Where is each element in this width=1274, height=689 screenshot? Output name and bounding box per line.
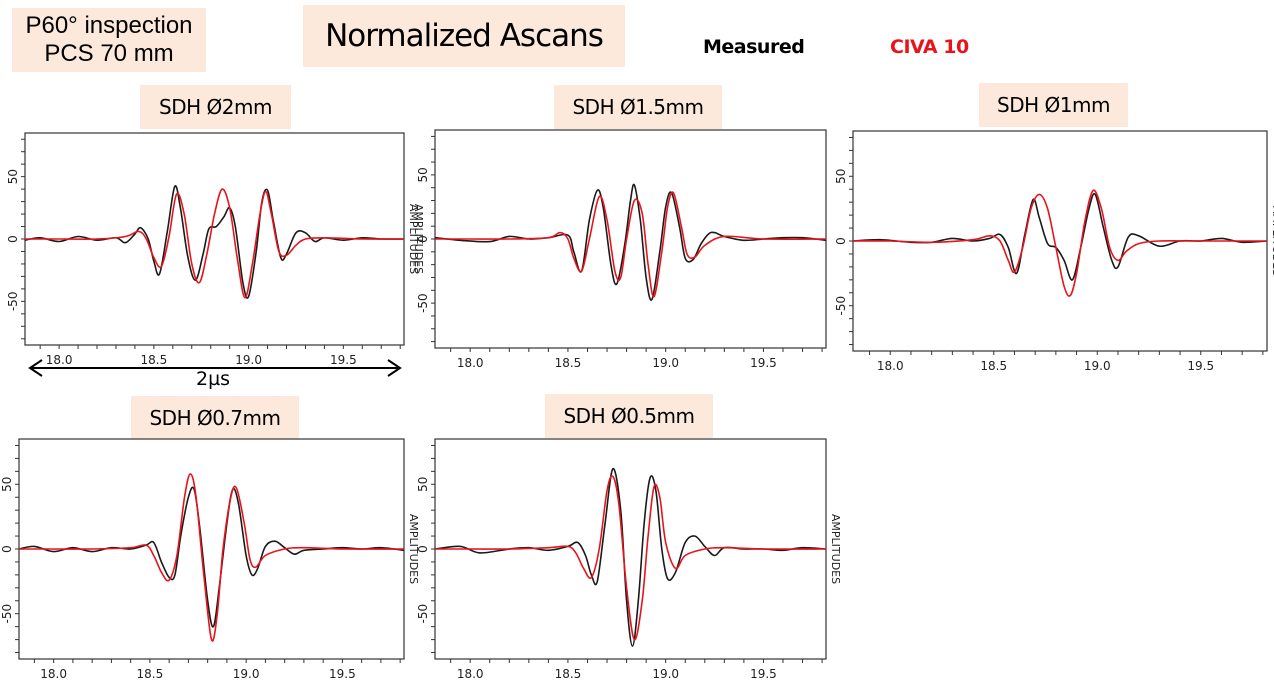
x-tick-label: 18.5 [555,356,582,370]
y-tick-label: 0 [834,237,848,245]
y-tick-label: 0 [416,235,430,243]
civa-series-line [25,188,404,299]
x-tick-label: 18.5 [980,359,1007,373]
inspection-line-2: PCS 70 mm [44,40,174,67]
x-tick-label: 18.0 [457,356,484,370]
x-tick-label: 19.0 [652,667,679,681]
inspection-info-box: P60° inspection PCS 70 mm [12,8,206,72]
x-tick-label: 19.0 [233,667,260,681]
y-axis-label: AMPLITUDES [829,514,842,584]
measured-series-line [25,185,404,299]
x-tick-label: 19.0 [235,353,262,367]
y-tick-label: 0 [6,235,20,243]
chart-title: SDH Ø0.7mm [131,396,299,440]
duration-arrow [28,359,402,377]
measured-series-line [853,192,1267,281]
measured-series-line [435,183,826,301]
ascan-chart: -50 0 50 18.0 18.5 19.0 19.5 AMPLITUDES [6,132,420,367]
measured-series-line [435,467,826,647]
civa-series-line [853,189,1267,297]
x-tick-label: 19.5 [1187,359,1214,373]
y-tick-label: 0 [416,545,430,553]
ascan-chart: -50 0 50 18.0 18.5 19.0 19.5 AMPLITUDES [412,129,827,370]
x-tick-label: 19.0 [1084,359,1111,373]
y-tick-label: 0 [0,545,14,553]
chart-title: SDH Ø0.5mm [545,394,713,438]
x-tick-label: 18.5 [137,667,164,681]
duration-label: 2µs [196,368,231,390]
x-tick-label: 19.5 [750,356,777,370]
chart-title: SDH Ø1.5mm [554,85,722,129]
x-tick-label: 19.5 [330,353,357,367]
page-title: Normalized Ascans [303,5,625,67]
ascan-chart: -50 0 50 18.0 18.5 19.0 19.5 AMPLITUDES [834,130,1274,373]
chart-title: SDH Ø2mm [140,85,291,129]
y-tick-label: -50 [0,604,14,624]
x-tick-label: 18.0 [877,359,904,373]
x-tick-label: 19.5 [750,667,777,681]
y-axis-label: AMPLITUDES [407,204,420,274]
y-tick-label: -50 [416,293,430,313]
y-tick-label: 50 [416,477,430,492]
chart-title: SDH Ø1mm [979,83,1128,127]
x-tick-label: 19.0 [652,356,679,370]
y-tick-label: -50 [6,292,20,312]
x-tick-label: 19.5 [329,667,356,681]
inspection-line-1: P60° inspection [25,12,193,39]
x-tick-label: 18.0 [40,667,67,681]
civa-series-line [435,191,826,298]
ascan-chart: -50 0 50 18.0 18.5 19.0 19.5 AMPLITUDES [0,438,420,681]
x-tick-label: 18.5 [555,667,582,681]
measured-series-line [19,486,404,628]
x-tick-label: 18.0 [457,667,484,681]
x-tick-label: 18.5 [141,353,168,367]
y-axis-label: AMPLITUDES [1270,206,1274,276]
y-tick-label: -50 [416,604,430,624]
civa-series-line [19,473,404,642]
civa-series-line [435,475,826,641]
y-axis-label: AMPLITUDES [407,514,420,584]
y-axis-label: AMPLITUDES [412,204,425,274]
y-tick-label: 50 [834,169,848,184]
ascan-chart: -50 0 50 18.0 18.5 19.0 19.5 AMPLITUDES [416,438,842,681]
y-tick-label: 50 [0,477,14,492]
legend-measured: Measured [703,36,805,58]
legend-civa: CIVA 10 [890,36,969,58]
y-tick-label: 50 [6,169,20,184]
y-tick-label: 50 [416,167,430,182]
y-tick-label: -50 [834,296,848,316]
x-tick-label: 18.0 [46,353,73,367]
